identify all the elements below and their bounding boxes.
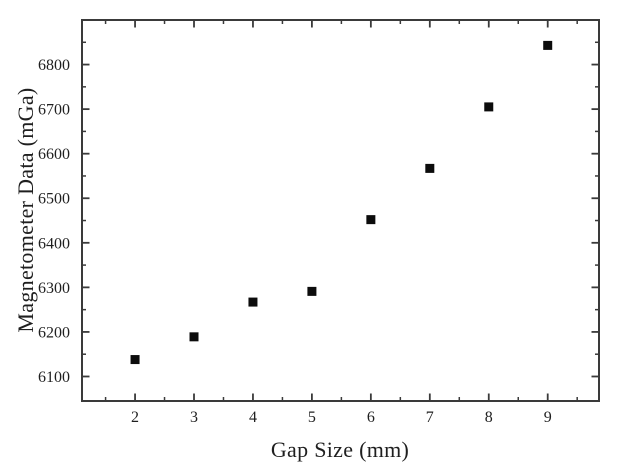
data-point-square bbox=[484, 102, 494, 112]
x-tick-label: 6 bbox=[367, 409, 375, 426]
data-point-square bbox=[130, 355, 140, 365]
y-tick-label: 6300 bbox=[38, 280, 70, 297]
x-tick-label: 5 bbox=[308, 409, 316, 426]
y-tick-label: 6200 bbox=[38, 324, 70, 341]
plot-frame bbox=[81, 19, 600, 402]
y-tick-label: 6600 bbox=[38, 146, 70, 163]
x-tick-label: 7 bbox=[426, 409, 434, 426]
x-tick-label: 9 bbox=[544, 409, 552, 426]
x-tick-label: 4 bbox=[249, 409, 257, 426]
data-point-square bbox=[366, 215, 376, 225]
data-point-square bbox=[307, 286, 317, 296]
x-tick-label: 3 bbox=[190, 409, 198, 426]
x-tick-label: 8 bbox=[485, 409, 493, 426]
y-tick-label: 6100 bbox=[38, 369, 70, 386]
data-point-square bbox=[543, 40, 553, 50]
y-tick-label: 6400 bbox=[38, 235, 70, 252]
data-point-square bbox=[425, 163, 435, 173]
data-point-square bbox=[248, 297, 258, 307]
data-point-square bbox=[189, 332, 199, 342]
y-tick-label: 6800 bbox=[38, 57, 70, 74]
x-tick-label: 2 bbox=[131, 409, 139, 426]
y-axis-title: Magnetometer Data (mGa) bbox=[13, 87, 38, 333]
y-tick-label: 6700 bbox=[38, 102, 70, 119]
x-axis-title: Gap Size (mm) bbox=[270, 437, 410, 462]
y-tick-label: 6500 bbox=[38, 191, 70, 208]
